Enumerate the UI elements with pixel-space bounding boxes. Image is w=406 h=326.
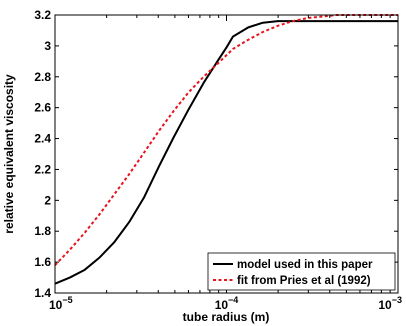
tick-labels-layer: 1.41.61.822.22.42.62.833.210−5 10−4 10−3 xyxy=(34,8,402,312)
y-tick-label: 1.6 xyxy=(34,255,51,269)
y-axis-label: relative equivalent viscosity xyxy=(2,74,16,234)
y-tick-label: 3 xyxy=(44,39,51,53)
x-tick-label: 10−3 xyxy=(378,295,402,312)
x-tick-exponent: −3 xyxy=(392,295,402,305)
y-tick-label: 2.4 xyxy=(34,132,51,146)
y-tick-label: 2.8 xyxy=(34,70,51,84)
y-tick-label: 1.4 xyxy=(34,286,51,300)
x-tick-base: 10 xyxy=(49,298,63,312)
y-tick-label: 3.2 xyxy=(34,8,51,22)
legend: model used in this paper fit from Pries … xyxy=(207,252,396,291)
y-tick-label: 2.6 xyxy=(34,101,51,115)
plot-area-background xyxy=(55,15,398,293)
y-tick-label: 2 xyxy=(44,193,51,207)
x-tick-base: 10 xyxy=(378,298,392,312)
y-tick-label: 2.2 xyxy=(34,162,51,176)
x-tick-label: 10−5 xyxy=(49,295,73,312)
legend-box xyxy=(207,252,396,291)
plot-area xyxy=(55,15,398,293)
x-axis-label: tube radius (m) xyxy=(183,310,270,324)
series-line-model xyxy=(54,20,398,285)
x-tick-base: 10 xyxy=(215,298,229,312)
y-tick-label: 1.8 xyxy=(34,224,51,238)
x-tick-exponent: −4 xyxy=(228,295,238,305)
legend-label-model: model used in this paper xyxy=(237,259,373,271)
x-tick-label: 10−4 xyxy=(215,295,239,312)
legend-label-pries: fit from Pries et al (1992) xyxy=(237,275,371,287)
x-tick-exponent: −5 xyxy=(62,295,72,305)
